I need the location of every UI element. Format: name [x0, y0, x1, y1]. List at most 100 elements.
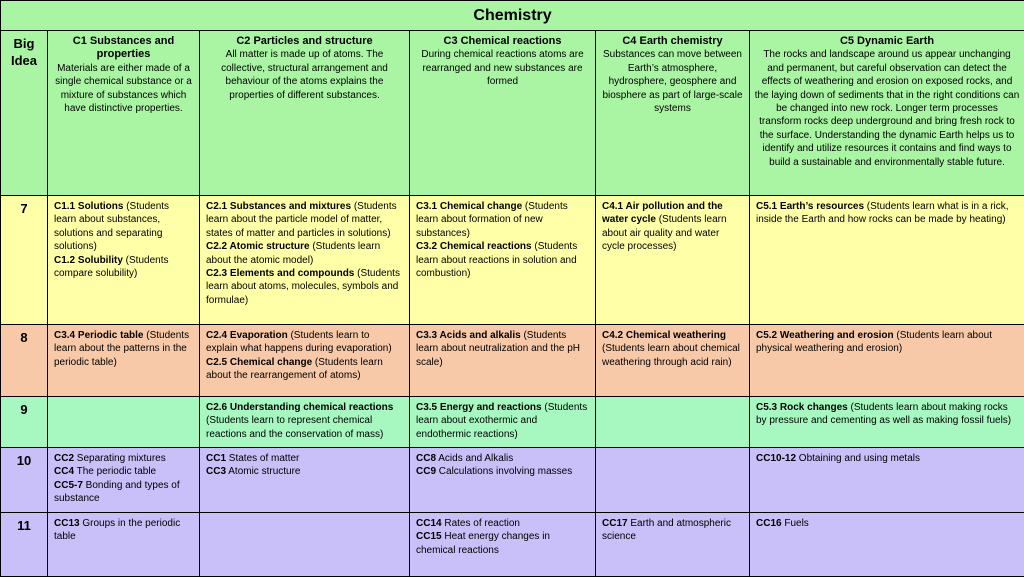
topic-entry: CC9 Calculations involving masses [416, 465, 589, 478]
topic-title: C3.3 Acids and alkalis [416, 330, 521, 341]
topic-entry: C3.2 Chemical reactions (Students learn … [416, 240, 589, 280]
topic-title: CC9 [416, 466, 436, 477]
topic-title: C2.4 Evaporation [206, 330, 288, 341]
topic-entry: C5.1 Earth’s resources (Students learn w… [756, 200, 1018, 227]
topic-title: CC3 [206, 466, 226, 477]
year-label: 11 [1, 513, 48, 577]
year-label: 9 [1, 397, 48, 448]
topic-entry: C2.5 Chemical change (Students learn abo… [206, 356, 403, 383]
topic-entry: C5.3 Rock changes (Students learn about … [756, 401, 1018, 428]
topic-description: The periodic table [74, 466, 156, 477]
topic-entry: CC10-12 Obtaining and using metals [756, 452, 1018, 465]
topic-cell [596, 448, 750, 513]
big-idea-description: During chemical reactions atoms are rear… [421, 49, 583, 87]
big-idea-heading: C2 Particles and structure [204, 35, 405, 48]
topic-description: Rates of reaction [442, 518, 520, 529]
topic-cell [48, 397, 200, 448]
topic-entry: CC3 Atomic structure [206, 465, 403, 478]
big-idea-heading: C5 Dynamic Earth [754, 35, 1020, 48]
big-idea-label: Big Idea [1, 31, 48, 196]
topic-description: (Students learn about chemical weatherin… [602, 343, 740, 367]
topic-title: C1.1 Solutions [54, 201, 123, 212]
topic-cell: C3.5 Energy and reactions (Students lear… [410, 397, 596, 448]
topic-title: C5.3 Rock changes [756, 402, 848, 413]
topic-cell: CC13 Groups in the periodic table [48, 513, 200, 577]
big-idea-description: Substances can move between Earth’s atmo… [602, 49, 742, 114]
topic-cell: C5.2 Weathering and erosion (Students le… [750, 325, 1024, 397]
topic-title: C2.3 Elements and compounds [206, 268, 354, 279]
topic-title: C2.2 Atomic structure [206, 241, 310, 252]
topic-cell: C3.3 Acids and alkalis (Students learn a… [410, 325, 596, 397]
topic-title: C3.4 Periodic table [54, 330, 143, 341]
topic-entry: C3.4 Periodic table (Students learn abou… [54, 329, 193, 369]
topic-title: CC1 [206, 453, 226, 464]
topic-title: C4.2 Chemical weathering [602, 330, 726, 341]
topic-entry: C1.1 Solutions (Students learn about sub… [54, 200, 193, 254]
year-row-7: 7 C1.1 Solutions (Students learn about s… [1, 196, 1024, 325]
topic-title: C2.6 Understanding chemical reactions [206, 402, 393, 413]
topic-cell: CC17 Earth and atmospheric science [596, 513, 750, 577]
year-label: 7 [1, 196, 48, 325]
topic-cell: C2.1 Substances and mixtures (Students l… [200, 196, 410, 325]
topic-description: States of matter [226, 453, 299, 464]
topic-cell: C4.1 Air pollution and the water cycle (… [596, 196, 750, 325]
year-label: 10 [1, 448, 48, 513]
topic-entry: C5.2 Weathering and erosion (Students le… [756, 329, 1018, 356]
topic-title: C2.5 Chemical change [206, 357, 312, 368]
topic-entry: CC16 Fuels [756, 517, 1018, 530]
topic-entry: C2.3 Elements and compounds (Students le… [206, 267, 403, 307]
topic-title: C3.5 Energy and reactions [416, 402, 542, 413]
topic-entry: C1.2 Solubility (Students compare solubi… [54, 254, 193, 281]
topic-title: CC2 [54, 453, 74, 464]
topic-title: C2.1 Substances and mixtures [206, 201, 351, 212]
topic-description: (Students learn to represent chemical re… [206, 415, 383, 439]
year-row-8: 8 C3.4 Periodic table (Students learn ab… [1, 325, 1024, 397]
topic-cell: C1.1 Solutions (Students learn about sub… [48, 196, 200, 325]
topic-entry: C3.1 Chemical change (Students learn abo… [416, 200, 589, 240]
year-label: 8 [1, 325, 48, 397]
topic-title: C5.2 Weathering and erosion [756, 330, 894, 341]
topic-title: C3.1 Chemical change [416, 201, 522, 212]
topic-title: CC17 [602, 518, 628, 529]
topic-entry: C2.2 Atomic structure (Students learn ab… [206, 240, 403, 267]
topic-entry: CC15 Heat energy changes in chemical rea… [416, 530, 589, 557]
topic-cell: C2.4 Evaporation (Students learn to expl… [200, 325, 410, 397]
topic-cell [596, 397, 750, 448]
topic-title: CC13 [54, 518, 80, 529]
topic-title: CC16 [756, 518, 782, 529]
topic-title: CC8 [416, 453, 436, 464]
topic-cell [200, 513, 410, 577]
topic-entry: C3.5 Energy and reactions (Students lear… [416, 401, 589, 441]
topic-title: CC14 [416, 518, 442, 529]
topic-entry: CC5-7 Bonding and types of substance [54, 479, 193, 506]
topic-cell: C3.1 Chemical change (Students learn abo… [410, 196, 596, 325]
topic-entry: CC13 Groups in the periodic table [54, 517, 193, 544]
topic-title: C1.2 Solubility [54, 255, 123, 266]
topic-title: CC10-12 [756, 453, 796, 464]
topic-entry: CC1 States of matter [206, 452, 403, 465]
topic-cell: CC10-12 Obtaining and using metals [750, 448, 1024, 513]
big-idea-description: Materials are either made of a single ch… [55, 63, 192, 114]
big-idea-heading: C4 Earth chemistry [600, 35, 745, 48]
topic-entry: CC14 Rates of reaction [416, 517, 589, 530]
topic-description: Acids and Alkalis [436, 453, 513, 464]
topic-title: CC5-7 [54, 480, 83, 491]
topic-title: C3.2 Chemical reactions [416, 241, 532, 252]
topic-entry: C2.1 Substances and mixtures (Students l… [206, 200, 403, 240]
topic-cell: C5.1 Earth’s resources (Students learn w… [750, 196, 1024, 325]
topic-cell: C4.2 Chemical weathering (Students learn… [596, 325, 750, 397]
topic-description: Calculations involving masses [436, 466, 572, 477]
topic-description: Obtaining and using metals [796, 453, 920, 464]
topic-cell: CC16 Fuels [750, 513, 1024, 577]
topic-cell: C3.4 Periodic table (Students learn abou… [48, 325, 200, 397]
